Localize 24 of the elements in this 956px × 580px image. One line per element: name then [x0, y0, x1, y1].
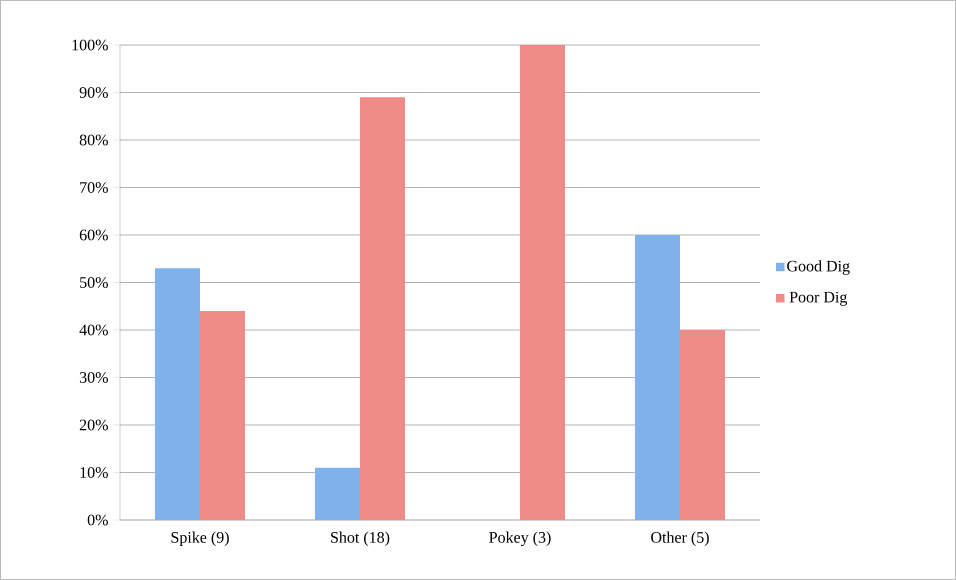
bar [680, 330, 726, 520]
legend-label: Good Dig [787, 260, 850, 275]
bar [520, 44, 566, 520]
x-tick-label: Pokey (3) [489, 532, 551, 546]
y-tick-label: 20% [80, 420, 108, 430]
y-tick-label: 0% [88, 514, 108, 526]
bar [155, 268, 200, 520]
legend-label: Poor Dig [790, 292, 848, 306]
y-tick-label: 40% [79, 324, 108, 336]
y-tick-label: 100% [72, 40, 108, 50]
y-tick-label: 50% [80, 277, 108, 288]
bar [360, 97, 406, 520]
y-tick-label: 30% [80, 372, 108, 383]
y-tick-label: 80% [80, 134, 108, 146]
y-tick-label: 90% [80, 87, 108, 98]
x-tick-label: Shot (18) [331, 532, 390, 546]
bar [200, 310, 246, 520]
bar [635, 234, 680, 520]
y-tick-label: 60% [80, 230, 108, 240]
y-tick-label: 10% [80, 467, 108, 478]
x-tick-label: Spike (9) [172, 532, 229, 546]
x-tick-label: Other (5) [651, 532, 709, 546]
bar [315, 468, 360, 520]
y-tick-label: 70% [80, 182, 108, 193]
